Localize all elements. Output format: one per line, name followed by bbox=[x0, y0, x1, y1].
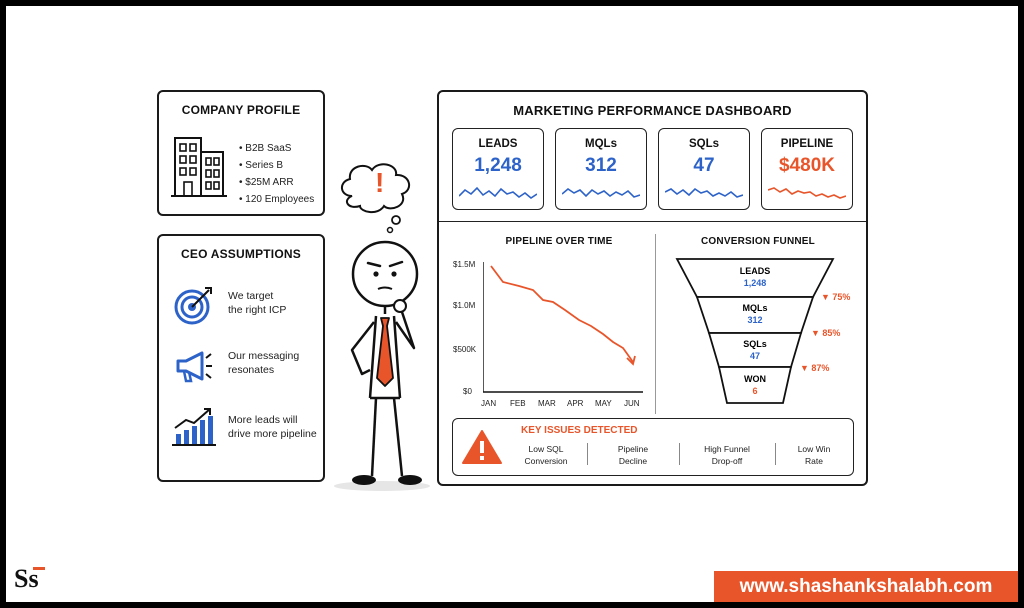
issue-divider bbox=[679, 443, 680, 465]
x-tick-label: MAR bbox=[538, 399, 556, 408]
sparkline bbox=[562, 188, 640, 198]
kpi-card-leads: LEADS 1,248 bbox=[452, 128, 544, 210]
marketing-dashboard: MARKETING PERFORMANCE DASHBOARD LEADS 1,… bbox=[437, 90, 868, 486]
ceo-assumptions-title: CEO ASSUMPTIONS bbox=[181, 247, 301, 261]
issue-divider bbox=[775, 443, 776, 465]
funnel-stage-leads: LEADS 1,248 bbox=[739, 266, 771, 288]
issue-item: Low SQL Conversion bbox=[524, 444, 568, 466]
funnel-stage-sqls: SQLs 47 bbox=[743, 339, 767, 361]
funnel-title: CONVERSION FUNNEL bbox=[701, 236, 815, 247]
drop-rate: ▼ 75% bbox=[821, 292, 851, 302]
office-building-icon bbox=[171, 137, 227, 197]
profile-item: • Series B bbox=[239, 160, 284, 171]
kpi-card-sqls: SQLs 47 bbox=[658, 128, 750, 210]
dashboard-title: MARKETING PERFORMANCE DASHBOARD bbox=[513, 103, 792, 118]
website-url[interactable]: www.shashankshalabh.com bbox=[739, 576, 993, 597]
logo-accent bbox=[33, 567, 45, 570]
ceo-assumptions-card: CEO ASSUMPTIONS We target the right ICP … bbox=[157, 234, 325, 482]
website-banner[interactable]: www.shashankshalabh.com bbox=[714, 571, 1018, 602]
x-tick-label: JUN bbox=[624, 399, 640, 408]
assumption-text: More leads will drive more pipeline bbox=[228, 414, 317, 440]
assumption-text: We target the right ICP bbox=[228, 290, 287, 316]
y-tick-label: $1.0M bbox=[453, 301, 476, 310]
y-tick-label: $0 bbox=[463, 387, 472, 396]
issue-divider bbox=[587, 443, 588, 465]
divider bbox=[439, 221, 866, 222]
target-icon bbox=[174, 287, 212, 325]
sparkline bbox=[768, 187, 846, 199]
sparkline bbox=[459, 186, 537, 199]
kpi-card-mqls: MQLs 312 bbox=[555, 128, 647, 210]
drop-rate: ▼ 85% bbox=[811, 328, 841, 338]
x-tick-label: APR bbox=[567, 399, 584, 408]
pipeline-line-plot bbox=[483, 262, 643, 393]
company-profile-card: COMPANY PROFILE • B2B SaaS • Series B • … bbox=[157, 90, 325, 216]
pipeline-chart-title: PIPELINE OVER TIME bbox=[505, 236, 613, 247]
brand-logo: Ss bbox=[14, 564, 45, 594]
y-tick-label: $500K bbox=[453, 345, 477, 354]
canvas: COMPANY PROFILE • B2B SaaS • Series B • … bbox=[6, 6, 1018, 602]
company-profile-list: • B2B SaaS • Series B • $25M ARR • 120 E… bbox=[239, 140, 314, 208]
x-tick-label: FEB bbox=[510, 399, 526, 408]
issue-item: Low Win Rate bbox=[797, 444, 831, 466]
profile-item: • 120 Employees bbox=[239, 194, 315, 205]
profile-item: • B2B SaaS bbox=[239, 143, 292, 154]
y-tick-label: $1.5M bbox=[453, 260, 476, 269]
growth-chart-icon bbox=[172, 408, 216, 446]
drop-rate: ▼ 87% bbox=[800, 363, 830, 373]
profile-item: • $25M ARR bbox=[239, 177, 294, 188]
key-issues-title: KEY ISSUES DETECTED bbox=[521, 425, 638, 436]
x-tick-label: MAY bbox=[595, 399, 612, 408]
divider bbox=[655, 234, 656, 414]
funnel-stage-mqls: MQLs 312 bbox=[742, 303, 768, 325]
warning-icon bbox=[462, 430, 502, 464]
key-issues-panel: KEY ISSUES DETECTED Low SQL Conversion Pi… bbox=[452, 418, 854, 476]
x-tick-label: JAN bbox=[481, 399, 497, 408]
company-profile-title: COMPANY PROFILE bbox=[181, 103, 301, 117]
conversion-funnel bbox=[675, 258, 835, 404]
funnel-stage-won: WON 6 bbox=[744, 374, 766, 396]
thinking-ceo-illustration bbox=[334, 163, 430, 491]
kpi-card-pipeline: PIPELINE $480K bbox=[761, 128, 853, 210]
sparkline bbox=[665, 187, 743, 198]
thought-exclamation: ! bbox=[375, 167, 385, 198]
assumption-text: Our messaging resonates bbox=[228, 350, 300, 376]
pipeline-chart: $1.5M $1.0M $500K $0 JAN FEB MAR APR MAY… bbox=[447, 252, 653, 412]
megaphone-icon bbox=[176, 351, 212, 383]
issue-item: High Funnel Drop-off bbox=[704, 444, 750, 466]
issue-item: Pipeline Decline bbox=[617, 444, 649, 466]
